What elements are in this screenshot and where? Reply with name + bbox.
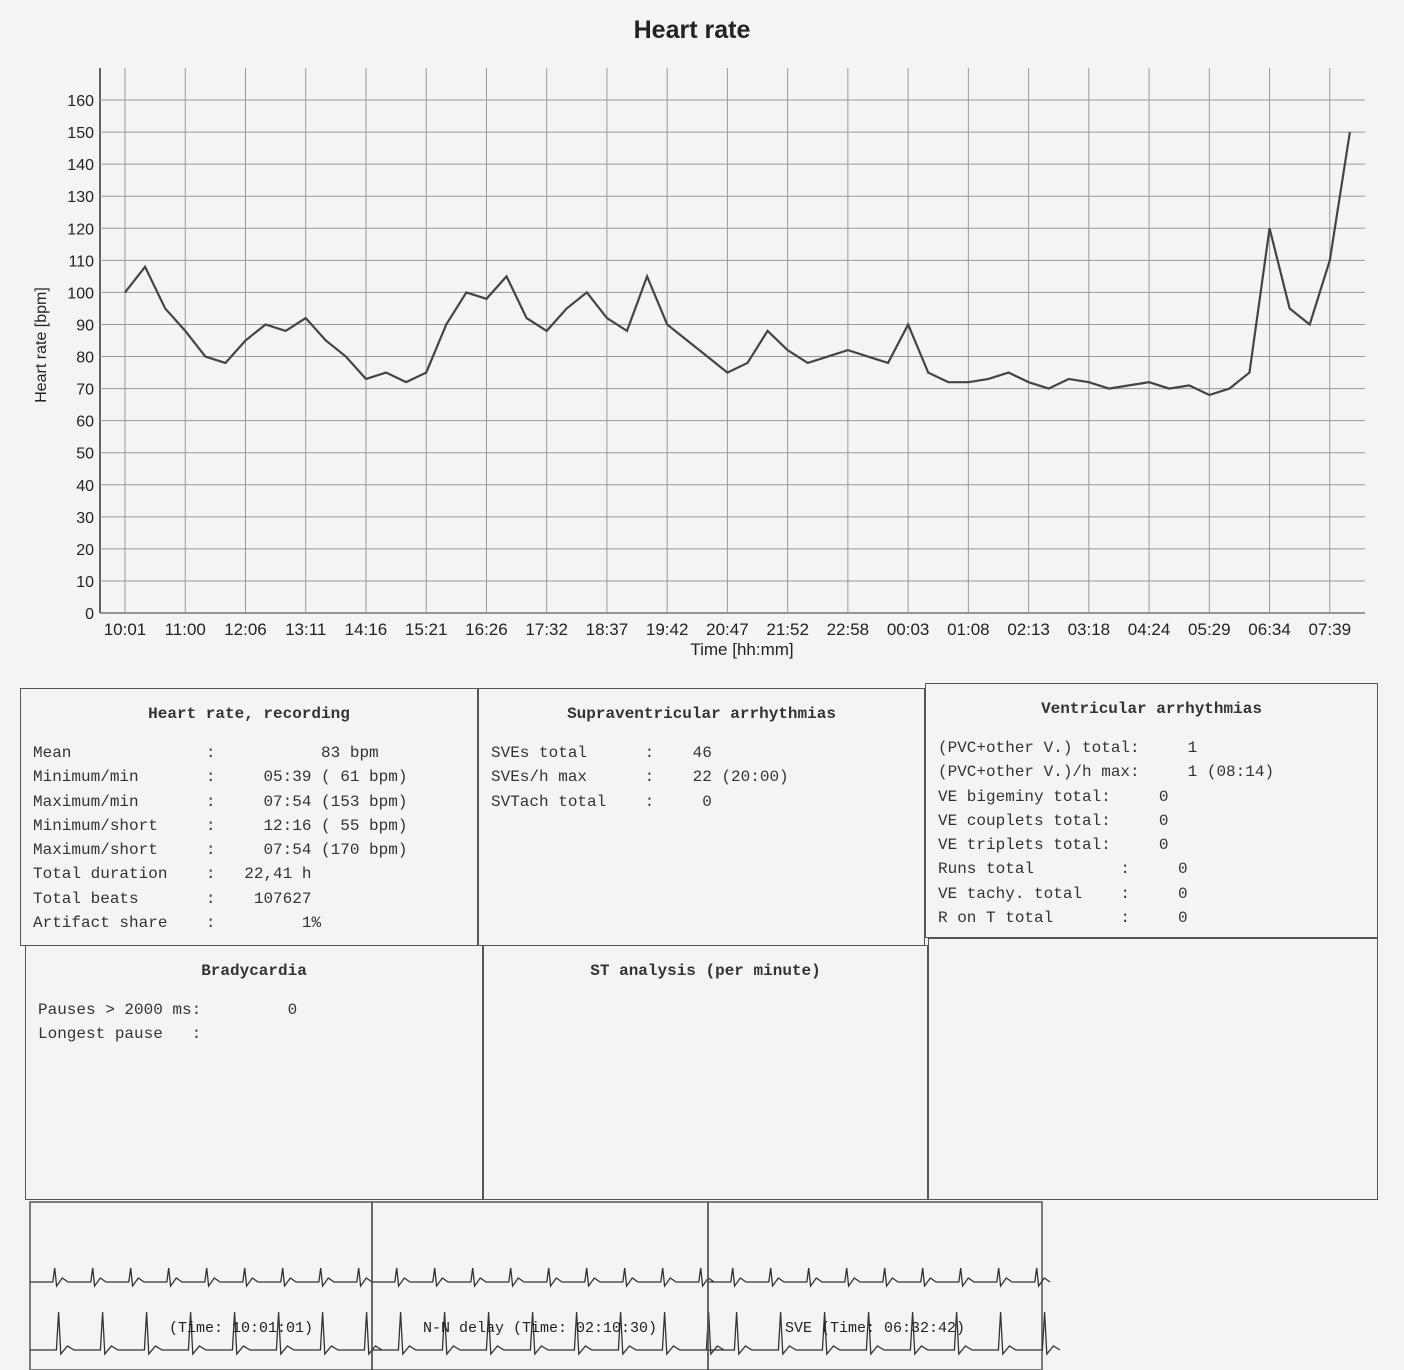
y-tick-label: 140	[67, 157, 94, 174]
y-tick-label: 120	[67, 221, 94, 238]
panel-title: Ventricular arrhythmias	[926, 700, 1377, 718]
page: Heart rate Time [hh:mm] Heart rate [bpm]…	[0, 0, 1404, 1370]
x-tick-label: 15:21	[405, 620, 448, 639]
panel-line: Mean : 83 bpm	[33, 741, 477, 765]
x-tick-label: 11:00	[165, 620, 206, 639]
x-tick-label: 13:11	[285, 620, 326, 639]
x-tick-label: 00:03	[887, 620, 930, 639]
x-tick-label: 18:37	[586, 620, 629, 639]
panel-title: Supraventricular arrhythmias	[479, 705, 924, 723]
panel-line: SVEs total : 46	[491, 741, 924, 765]
x-tick-label: 04:24	[1128, 620, 1171, 639]
panel-line: Runs total : 0	[938, 857, 1377, 881]
y-tick-label: 40	[76, 478, 94, 495]
y-tick-label: 70	[76, 382, 94, 399]
y-tick-label: 150	[67, 125, 94, 142]
panel-line: Minimum/min : 05:39 ( 61 bpm)	[33, 765, 477, 789]
y-tick-label: 110	[68, 253, 94, 270]
panel-line: SVTach total : 0	[491, 790, 924, 814]
chart: Heart rate Time [hh:mm] Heart rate [bpm]…	[0, 0, 1404, 690]
y-tick-label: 50	[76, 446, 94, 463]
y-tick-label: 10	[76, 574, 94, 591]
x-tick-label: 05:29	[1188, 620, 1231, 639]
y-tick-label: 60	[76, 414, 94, 431]
panel	[928, 938, 1378, 1200]
panel-line: Longest pause :	[38, 1022, 482, 1046]
panel-line: (PVC+other V.) total: 1	[938, 736, 1377, 760]
x-tick-label: 07:39	[1309, 620, 1352, 639]
strip-label: (Time: 10:01:01)	[169, 1320, 313, 1337]
x-tick-label: 01:08	[947, 620, 990, 639]
panel-line: VE triplets total: 0	[938, 833, 1377, 857]
panel-title: ST analysis (per minute)	[484, 962, 927, 980]
x-axis-label: Time [hh:mm]	[690, 640, 793, 659]
panel-line: VE couplets total: 0	[938, 809, 1377, 833]
y-tick-label: 30	[76, 510, 94, 527]
panel: ST analysis (per minute)	[483, 945, 928, 1200]
panel-line: Minimum/short : 12:16 ( 55 bpm)	[33, 814, 477, 838]
panel-title: Heart rate, recording	[21, 705, 477, 723]
strip-label: SVE (Time: 06:32:42)	[785, 1320, 965, 1337]
heart-rate-line	[125, 132, 1350, 395]
panel-line: Pauses > 2000 ms: 0	[38, 998, 482, 1022]
x-tick-label: 14:16	[345, 620, 388, 639]
panel-line: VE bigeminy total: 0	[938, 785, 1377, 809]
panel-line: Maximum/short : 07:54 (170 bpm)	[33, 838, 477, 862]
panel-title: Bradycardia	[26, 962, 482, 980]
panel-line: VE tachy. total : 0	[938, 882, 1377, 906]
y-tick-label: 80	[76, 350, 94, 367]
x-tick-label: 21:52	[766, 620, 809, 639]
panel-line: SVEs/h max : 22 (20:00)	[491, 765, 924, 789]
x-tick-label: 17:32	[525, 620, 568, 639]
panel: Supraventricular arrhythmias SVEs total :…	[478, 688, 925, 946]
y-tick-label: 100	[67, 285, 94, 302]
x-tick-label: 12:06	[224, 620, 267, 639]
x-tick-label: 02:13	[1007, 620, 1050, 639]
x-tick-label: 20:47	[706, 620, 749, 639]
y-tick-label: 20	[76, 542, 94, 559]
x-tick-label: 10:01	[104, 620, 147, 639]
strip-frame	[372, 1202, 708, 1370]
panel-line: Maximum/min : 07:54 (153 bpm)	[33, 790, 477, 814]
panel-line: Artifact share : 1%	[33, 911, 477, 935]
y-tick-label: 0	[85, 606, 94, 623]
y-axis-label: Heart rate [bpm]	[33, 287, 50, 403]
panel-line: Total beats : 107627	[33, 887, 477, 911]
x-tick-label: 16:26	[465, 620, 508, 639]
strip-frame	[708, 1202, 1042, 1370]
y-tick-label: 160	[67, 93, 94, 110]
ecg-trace	[372, 1268, 714, 1286]
panel-line: Total duration : 22,41 h	[33, 862, 477, 886]
ecg-trace	[708, 1268, 1050, 1286]
panel-line: (PVC+other V.)/h max: 1 (08:14)	[938, 760, 1377, 784]
panel-line: R on T total : 0	[938, 906, 1377, 930]
y-tick-label: 130	[67, 189, 94, 206]
x-tick-label: 19:42	[646, 620, 689, 639]
ecg-trace	[30, 1268, 372, 1286]
ecg-strips: (Time: 10:01:01) N-N delay (Time: 02:10:3…	[0, 1200, 1404, 1370]
x-tick-label: 22:58	[827, 620, 870, 639]
chart-title: Heart rate	[634, 16, 751, 44]
x-tick-label: 03:18	[1068, 620, 1111, 639]
x-tick-label: 06:34	[1248, 620, 1291, 639]
panel: Ventricular arrhythmias (PVC+other V.) to…	[925, 683, 1378, 938]
strip-label: N-N delay (Time: 02:10:30)	[423, 1320, 657, 1337]
y-tick-label: 90	[76, 317, 94, 334]
